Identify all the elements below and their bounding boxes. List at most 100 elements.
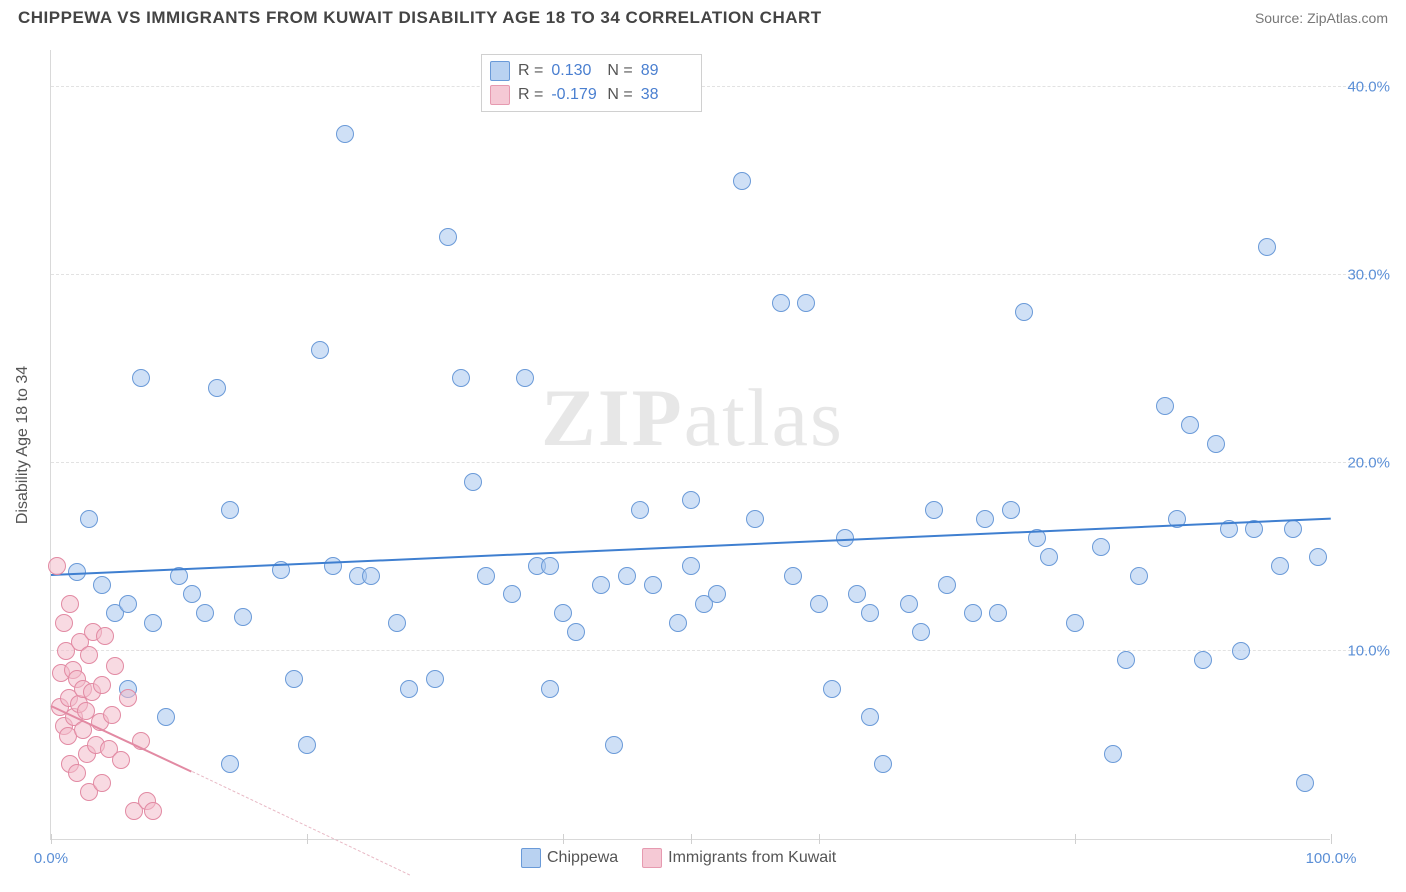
data-point [874,755,892,773]
series-legend-label: Immigrants from Kuwait [668,849,836,867]
y-tick-label: 40.0% [1335,78,1390,95]
gridline-horizontal [51,462,1371,463]
data-point [669,614,687,632]
series-legend-item: Chippewa [521,848,618,868]
series-legend-label: Chippewa [547,849,618,867]
y-tick-label: 20.0% [1335,454,1390,471]
data-point [861,708,879,726]
data-point [810,595,828,613]
data-point [324,557,342,575]
stats-legend: R =0.130N =89R =-0.179N =38 [481,54,702,112]
data-point [119,689,137,707]
gridline-horizontal [51,650,1371,651]
data-point [1232,642,1250,660]
data-point [311,341,329,359]
x-tick [819,834,820,844]
data-point [452,369,470,387]
x-tick [691,834,692,844]
header: CHIPPEWA VS IMMIGRANTS FROM KUWAIT DISAB… [0,0,1406,32]
data-point [221,755,239,773]
data-point [80,510,98,528]
x-tick [51,834,52,844]
data-point [567,623,585,641]
x-tick [1331,834,1332,844]
data-point [631,501,649,519]
data-point [797,294,815,312]
r-label: R = [518,62,543,80]
data-point [1194,651,1212,669]
data-point [362,567,380,585]
data-point [61,595,79,613]
data-point [1092,538,1110,556]
data-point [516,369,534,387]
data-point [912,623,930,641]
data-point [93,576,111,594]
r-label: R = [518,86,543,104]
legend-swatch [490,85,510,105]
y-axis-title: Disability Age 18 to 34 [14,365,32,523]
data-point [618,567,636,585]
data-point [132,369,150,387]
data-point [823,680,841,698]
x-tick [563,834,564,844]
data-point [1104,745,1122,763]
data-point [388,614,406,632]
data-point [477,567,495,585]
data-point [144,614,162,632]
data-point [96,627,114,645]
data-point [1284,520,1302,538]
data-point [55,614,73,632]
watermark-light: atlas [684,372,844,463]
data-point [644,576,662,594]
data-point [93,676,111,694]
plot-area: Disability Age 18 to 34 ZIPatlas 10.0%20… [50,50,1330,840]
stats-legend-row: R =-0.179N =38 [490,83,689,107]
data-point [964,604,982,622]
data-point [426,670,444,688]
data-point [106,657,124,675]
source-attribution: Source: ZipAtlas.com [1255,10,1388,26]
data-point [1271,557,1289,575]
data-point [1040,548,1058,566]
chart-title: CHIPPEWA VS IMMIGRANTS FROM KUWAIT DISAB… [18,8,822,28]
data-point [464,473,482,491]
watermark-bold: ZIP [541,372,684,463]
data-point [1066,614,1084,632]
watermark: ZIPatlas [541,371,844,465]
legend-swatch [490,61,510,81]
r-value: -0.179 [551,86,599,104]
data-point [976,510,994,528]
data-point [1207,435,1225,453]
data-point [861,604,879,622]
data-point [682,557,700,575]
data-point [1156,397,1174,415]
stats-legend-row: R =0.130N =89 [490,59,689,83]
data-point [208,379,226,397]
gridline-horizontal [51,274,1371,275]
data-point [733,172,751,190]
data-point [554,604,572,622]
data-point [234,608,252,626]
legend-swatch [642,848,662,868]
data-point [784,567,802,585]
data-point [592,576,610,594]
data-point [103,706,121,724]
data-point [708,585,726,603]
data-point [989,604,1007,622]
data-point [503,585,521,603]
data-point [112,751,130,769]
data-point [1181,416,1199,434]
data-point [1258,238,1276,256]
x-tick [1075,834,1076,844]
data-point [196,604,214,622]
data-point [400,680,418,698]
x-tick-label: 100.0% [1306,850,1357,867]
data-point [746,510,764,528]
data-point [221,501,239,519]
series-legend-item: Immigrants from Kuwait [642,848,836,868]
x-tick [307,834,308,844]
data-point [157,708,175,726]
data-point [900,595,918,613]
source-link[interactable]: ZipAtlas.com [1307,10,1388,26]
data-point [1296,774,1314,792]
